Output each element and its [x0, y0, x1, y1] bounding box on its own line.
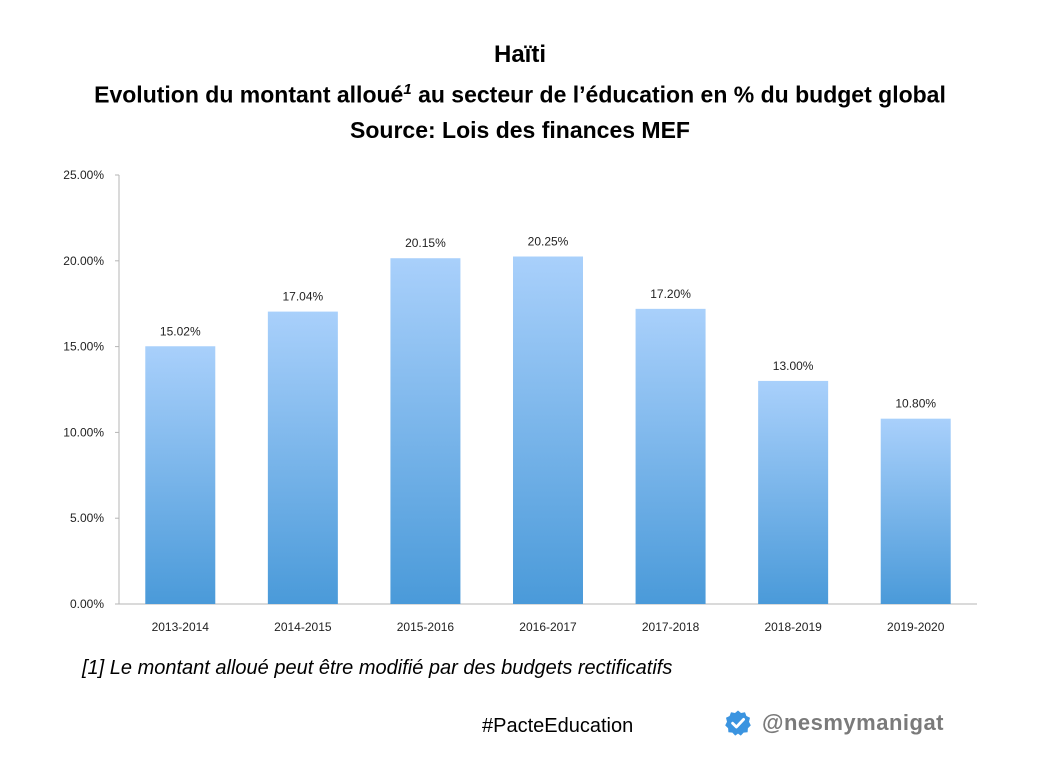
x-tick-label: 2019-2020 — [887, 620, 945, 634]
bar — [390, 258, 461, 604]
hashtag: #PacteEducation — [482, 715, 634, 737]
bar — [880, 418, 951, 604]
y-tick-label: 15.00% — [63, 340, 104, 354]
x-tick-label: 2013-2014 — [152, 620, 210, 634]
subtitle-rest: au secteur de l’éducation en % du budget… — [411, 81, 946, 108]
data-label: 15.02% — [160, 324, 201, 338]
verified-badge-icon — [725, 710, 751, 736]
data-label: 20.25% — [528, 235, 569, 249]
x-tick-label: 2015-2016 — [397, 620, 455, 634]
chart-subtitle: Evolution du montant alloué1 au secteur … — [0, 72, 1040, 113]
chart-title: Haïti — [493, 41, 546, 68]
footnote: [1] Le montant alloué peut être modifié … — [82, 657, 673, 679]
y-tick-label: 20.00% — [63, 254, 104, 268]
bar — [758, 380, 829, 604]
bar — [267, 311, 338, 604]
data-label: 17.20% — [650, 287, 691, 301]
x-tick-label: 2014-2015 — [274, 620, 332, 634]
bar — [635, 308, 706, 604]
footnote-marker: 1 — [403, 81, 412, 98]
chart-bars: 15.02% 2013-2014 17.04% 2014-2015 20.15% 2015… — [145, 235, 951, 634]
y-tick-label: 0.00% — [70, 597, 104, 611]
chart-source: Source: Lois des finances MEF — [350, 116, 690, 143]
bar — [513, 256, 583, 604]
x-tick-label: 2017-2018 — [642, 620, 700, 634]
data-label: 13.00% — [773, 359, 814, 373]
chart-axes: 0.00% 5.00% 10.00% 15.00% 20.00% 25.00% — [63, 168, 977, 611]
y-tick-label: 5.00% — [70, 511, 104, 525]
y-tick-label: 10.00% — [63, 425, 104, 439]
handle-text: @nesmymanigat — [762, 710, 945, 735]
data-label: 20.15% — [405, 236, 446, 250]
subtitle-main: Evolution du montant alloué — [94, 81, 404, 108]
twitter-handle: @nesmymanigat — [724, 706, 944, 740]
x-tick-label: 2018-2019 — [764, 620, 822, 634]
bar — [145, 346, 216, 604]
y-tick-label: 25.00% — [63, 168, 104, 182]
chart-title-block: Haïti Evolution du montant alloué1 au se… — [0, 38, 1040, 147]
data-label: 17.04% — [283, 290, 324, 304]
bar-chart: 0.00% 5.00% 10.00% 15.00% 20.00% 25.00% 15.02… — [63, 168, 977, 634]
data-label: 10.80% — [895, 397, 936, 411]
x-tick-label: 2016-2017 — [519, 620, 577, 634]
